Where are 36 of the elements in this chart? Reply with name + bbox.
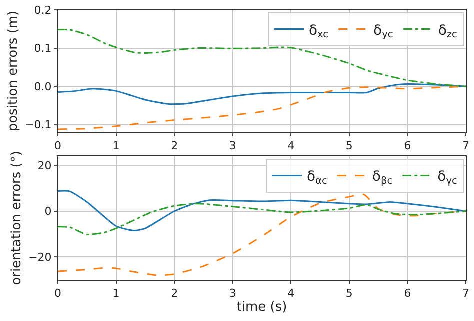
- x-tick-label: 4: [288, 140, 295, 153]
- line-series: [58, 84, 466, 106]
- legend-label: δ$_{zc}$: [438, 22, 458, 41]
- x-tick-label: 3: [229, 287, 236, 300]
- legend-label: δ$_{yc}$: [374, 22, 394, 41]
- legend-label: δ$_{γc}$: [438, 169, 458, 188]
- y-tick-label: 0: [44, 205, 52, 218]
- x-tick-label: 5: [346, 287, 353, 300]
- y-axis-title: orientation errors (°): [10, 151, 25, 286]
- y-tick-label: 0.0: [34, 80, 52, 94]
- x-tick-label: 6: [404, 140, 412, 153]
- y-tick-label: −0.1: [25, 118, 52, 132]
- x-tick-label: 5: [346, 140, 353, 153]
- x-tick-label: 7: [462, 287, 470, 300]
- line-series: [58, 203, 466, 236]
- legend-label: δ$_{βc}$: [372, 169, 393, 188]
- y-tick-label: 0.2: [34, 4, 52, 17]
- line-series: [58, 194, 466, 276]
- x-tick-label: 7: [462, 140, 470, 153]
- x-tick-label: 6: [404, 287, 412, 300]
- x-tick-label: 0: [54, 140, 62, 153]
- legend-label: δ$_{αc}$: [306, 169, 328, 188]
- line-series: [58, 190, 466, 232]
- y-tick-label: 0.1: [34, 42, 52, 56]
- x-tick-label: 4: [288, 287, 295, 300]
- x-tick-label: 2: [171, 140, 178, 153]
- x-tick-label: 1: [112, 140, 120, 153]
- x-tick-label: 1: [112, 287, 120, 300]
- y-tick-label: −20: [28, 250, 52, 264]
- x-axis-title: time (s): [236, 300, 288, 315]
- legend-label: δ$_{xc}$: [308, 22, 329, 41]
- y-axis-title: position errors (m): [6, 10, 22, 132]
- x-tick-label: 0: [54, 287, 62, 300]
- y-tick-label: 20: [38, 159, 52, 172]
- x-tick-label: 2: [171, 287, 178, 300]
- x-tick-label: 3: [229, 140, 236, 153]
